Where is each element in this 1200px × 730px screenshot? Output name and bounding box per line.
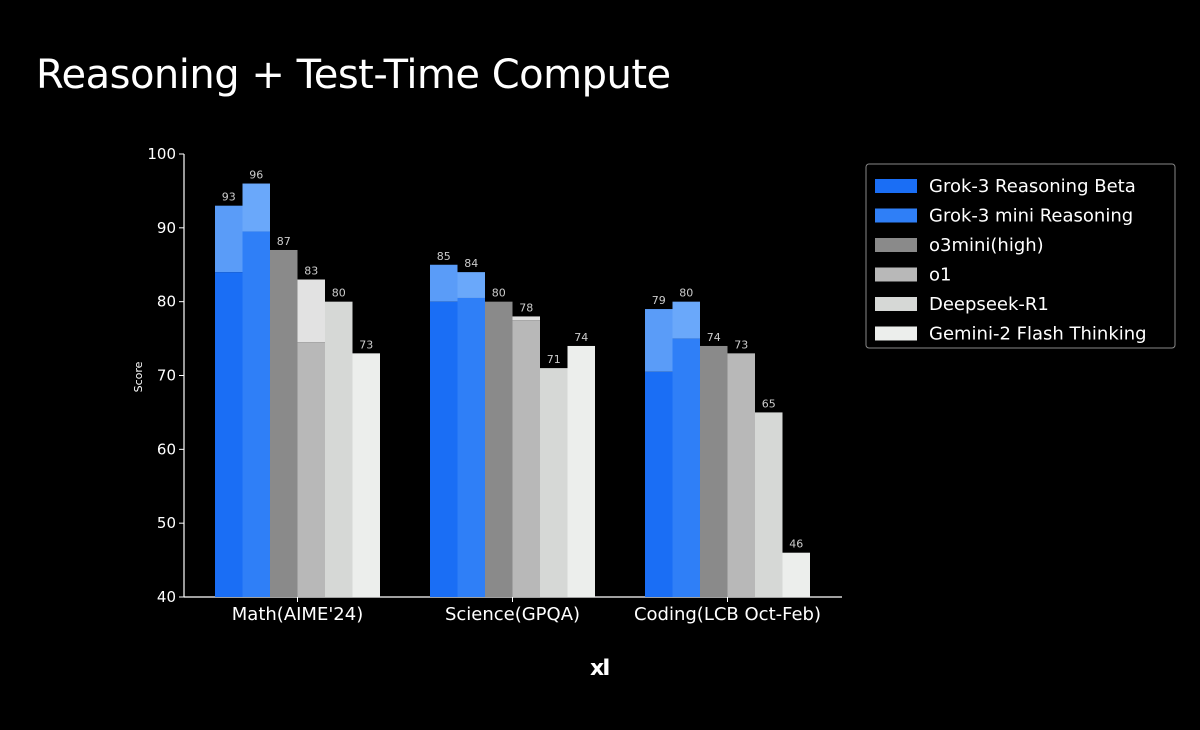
- bar: [567, 345, 595, 597]
- y-tick-label: 60: [157, 440, 176, 458]
- legend-swatch: [875, 238, 917, 252]
- bar: [727, 353, 755, 597]
- bar-highlight: [672, 301, 700, 339]
- legend-swatch: [875, 326, 917, 341]
- y-tick-label: 50: [157, 514, 176, 532]
- bar-highlight: [242, 183, 270, 232]
- legend-entry: Deepseek-R1: [929, 294, 1049, 315]
- chart-bars: [215, 183, 810, 597]
- bar: [457, 297, 485, 597]
- bar: [512, 320, 540, 597]
- data-label: 87: [277, 235, 291, 248]
- data-label: 85: [437, 250, 451, 263]
- bar: [782, 552, 810, 597]
- bar: [352, 353, 380, 597]
- data-label: 80: [492, 287, 506, 300]
- bar: [672, 338, 700, 597]
- legend-entry: Grok-3 Reasoning Beta: [929, 176, 1136, 197]
- bar: [700, 345, 728, 597]
- data-label: 93: [222, 191, 236, 204]
- data-label: 80: [679, 287, 693, 300]
- slide-title: Reasoning + Test-Time Compute: [36, 52, 671, 98]
- bar: [325, 301, 353, 597]
- x-tick-label: Coding(LCB Oct-Feb): [634, 604, 821, 625]
- y-tick-label: 40: [157, 588, 176, 606]
- y-tick-label: 90: [157, 219, 176, 237]
- y-tick-label: 80: [157, 293, 176, 311]
- legend-swatch: [875, 267, 917, 282]
- data-label: 80: [332, 287, 346, 300]
- xai-logo: xI: [590, 656, 610, 681]
- legend-swatch: [875, 208, 917, 223]
- bar: [242, 231, 270, 597]
- y-axis-label: Score: [132, 361, 145, 392]
- y-tick-label: 100: [147, 145, 176, 163]
- data-label: 74: [707, 331, 721, 344]
- x-tick-label: Science(GPQA): [445, 604, 580, 625]
- bar: [540, 368, 568, 597]
- bar: [485, 301, 513, 597]
- legend-swatch: [875, 179, 917, 193]
- data-label: 65: [762, 397, 776, 410]
- bar: [297, 342, 325, 597]
- legend-entry: Gemini-2 Flash Thinking: [929, 324, 1147, 345]
- legend-swatch: [875, 297, 917, 311]
- y-tick-label: 70: [157, 367, 176, 385]
- bar: [645, 371, 673, 597]
- chart-legend: Grok-3 Reasoning Beta Grok-3 mini Reasoni…: [865, 163, 1176, 349]
- bar-highlight: [297, 279, 325, 343]
- data-label: 73: [734, 338, 748, 351]
- legend-entry: o1: [929, 265, 951, 286]
- data-label: 79: [652, 294, 666, 307]
- legend-box: [865, 163, 1176, 349]
- legend-entry: o3mini(high): [929, 235, 1044, 256]
- bar: [755, 412, 783, 597]
- data-label: 71: [547, 353, 561, 366]
- data-label: 84: [464, 257, 478, 270]
- bar-highlight: [512, 316, 540, 321]
- data-label: 96: [249, 169, 263, 182]
- chart-labels: 40 50 60 70 80 90 100 Score 93 96 87 83 80 73 Math(AIM…: [132, 145, 821, 625]
- data-label: 83: [304, 265, 318, 278]
- data-label: 73: [359, 338, 373, 351]
- legend-entry: Grok-3 mini Reasoning: [929, 206, 1133, 227]
- bar-highlight: [457, 272, 485, 298]
- bar: [215, 272, 243, 597]
- bar: [430, 301, 458, 597]
- data-label: 78: [519, 301, 533, 314]
- data-label: 74: [574, 331, 588, 344]
- data-label: 46: [789, 538, 803, 551]
- bar-highlight: [215, 205, 243, 273]
- bar: [270, 249, 298, 597]
- x-tick-label: Math(AIME'24): [232, 604, 363, 625]
- bar-highlight: [430, 264, 458, 302]
- bar-highlight: [645, 309, 673, 372]
